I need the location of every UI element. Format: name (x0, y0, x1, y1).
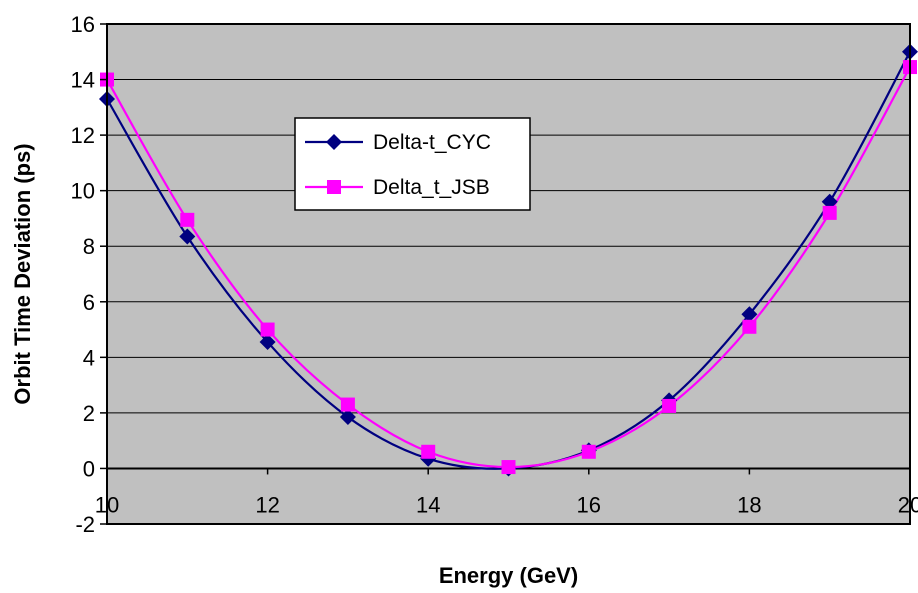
plot-area (107, 24, 910, 524)
y-tick-label: 4 (83, 345, 95, 370)
legend-box (294, 117, 531, 211)
y-tick-label: 8 (83, 234, 95, 259)
plot-border (106, 23, 911, 525)
x-axis-ticks: 10 12 14 16 18 20 (95, 492, 918, 517)
data-point (179, 228, 196, 245)
y-tick-label: -2 (75, 512, 95, 537)
x-tick-label: 18 (737, 492, 761, 517)
data-point (581, 444, 596, 459)
data-point (741, 306, 758, 323)
y-tick-label: 14 (71, 68, 95, 93)
data-point (742, 319, 757, 334)
x-tick-label: 14 (416, 492, 440, 517)
x-tick-label: 12 (255, 492, 279, 517)
legend-marker (327, 180, 341, 194)
data-point (180, 212, 195, 227)
y-tick-label: 16 (71, 12, 95, 37)
data-point (821, 193, 838, 210)
y-tick-label: 2 (83, 401, 95, 426)
data-point (259, 334, 276, 351)
data-point (339, 409, 356, 426)
legend-label: Delta_t_JSB (373, 176, 490, 199)
y-axis-ticks: -2 0 2 4 6 8 10 12 14 16 (71, 12, 107, 537)
legend-marker (326, 134, 342, 150)
data-point (662, 398, 677, 413)
data-point (340, 397, 355, 412)
data-point (822, 205, 837, 220)
x-tick-label: 16 (577, 492, 601, 517)
y-tick-label: 6 (83, 290, 95, 315)
data-point (421, 444, 436, 459)
x-axis-title: Energy (GeV) (439, 563, 578, 588)
y-tick-label: 0 (83, 456, 95, 481)
data-point (501, 460, 516, 475)
series-markers (99, 43, 918, 477)
data-point (260, 322, 275, 337)
x-tick-label: 10 (95, 492, 119, 517)
x-tick-label: 20 (898, 492, 918, 517)
y-tick-label: 12 (71, 123, 95, 148)
legend-label: Delta-t_CYC (373, 131, 491, 154)
y-axis-title: Orbit Time Deviation (ps) (10, 143, 35, 404)
y-tick-label: 10 (71, 179, 95, 204)
legend: Delta-t_CYC Delta_t_JSB (294, 117, 531, 211)
